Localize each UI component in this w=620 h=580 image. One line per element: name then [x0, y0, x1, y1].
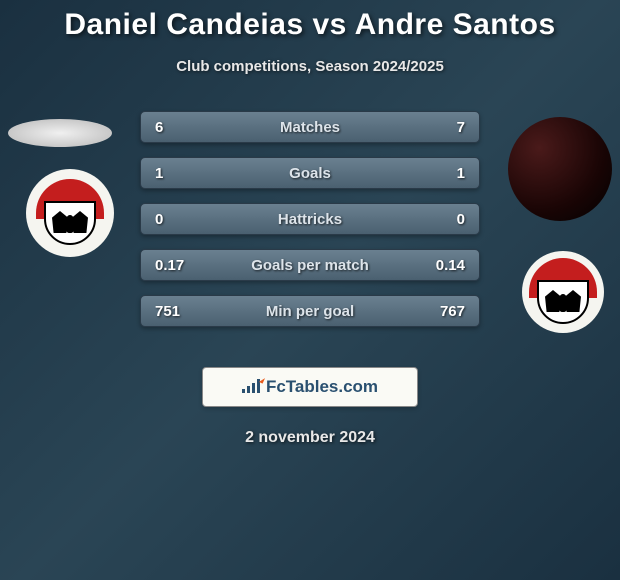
stat-row: 6 Matches 7 — [140, 111, 480, 143]
player2-club-badge — [522, 251, 604, 333]
stat-left-value: 6 — [155, 119, 203, 136]
stat-right-value: 0 — [417, 211, 465, 228]
stat-label: Min per goal — [203, 303, 417, 320]
stat-row: 751 Min per goal 767 — [140, 295, 480, 327]
stat-row: 1 Goals 1 — [140, 157, 480, 189]
date-label: 2 november 2024 — [0, 429, 620, 447]
stat-left-value: 0.17 — [155, 257, 203, 274]
stat-right-value: 0.14 — [417, 257, 465, 274]
stat-label: Hattricks — [203, 211, 417, 228]
club-crest-icon — [529, 258, 597, 326]
stat-row: 0 Hattricks 0 — [140, 203, 480, 235]
player1-avatar — [8, 119, 112, 147]
stat-label: Matches — [203, 119, 417, 136]
player2-name: Andre Santos — [355, 8, 556, 41]
player1-name: Daniel Candeias — [64, 8, 303, 41]
source-label: FcTables.com — [266, 377, 378, 397]
stats-section: 6 Matches 7 1 Goals 1 0 Hattricks 0 0.17… — [0, 103, 620, 363]
source-badge[interactable]: FcTables.com — [202, 367, 418, 407]
stat-left-value: 751 — [155, 303, 203, 320]
stat-row: 0.17 Goals per match 0.14 — [140, 249, 480, 281]
stat-left-value: 0 — [155, 211, 203, 228]
comparison-card: Daniel Candeias vs Andre Santos Club com… — [0, 0, 620, 447]
fctables-icon — [242, 379, 262, 395]
stat-right-value: 767 — [417, 303, 465, 320]
page-title: Daniel Candeias vs Andre Santos — [0, 8, 620, 42]
stat-label: Goals per match — [203, 257, 417, 274]
stat-left-value: 1 — [155, 165, 203, 182]
stat-right-value: 1 — [417, 165, 465, 182]
subtitle: Club competitions, Season 2024/2025 — [0, 58, 620, 75]
player2-avatar — [508, 117, 612, 221]
club-crest-icon — [36, 179, 104, 247]
stat-right-value: 7 — [417, 119, 465, 136]
stat-label: Goals — [203, 165, 417, 182]
stats-table: 6 Matches 7 1 Goals 1 0 Hattricks 0 0.17… — [140, 111, 480, 341]
vs-label: vs — [312, 8, 346, 41]
player1-club-badge — [26, 169, 114, 257]
